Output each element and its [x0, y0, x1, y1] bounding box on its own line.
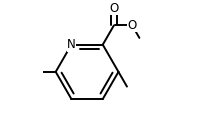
- Text: N: N: [67, 38, 76, 51]
- Text: O: O: [109, 2, 119, 15]
- Text: O: O: [128, 19, 137, 32]
